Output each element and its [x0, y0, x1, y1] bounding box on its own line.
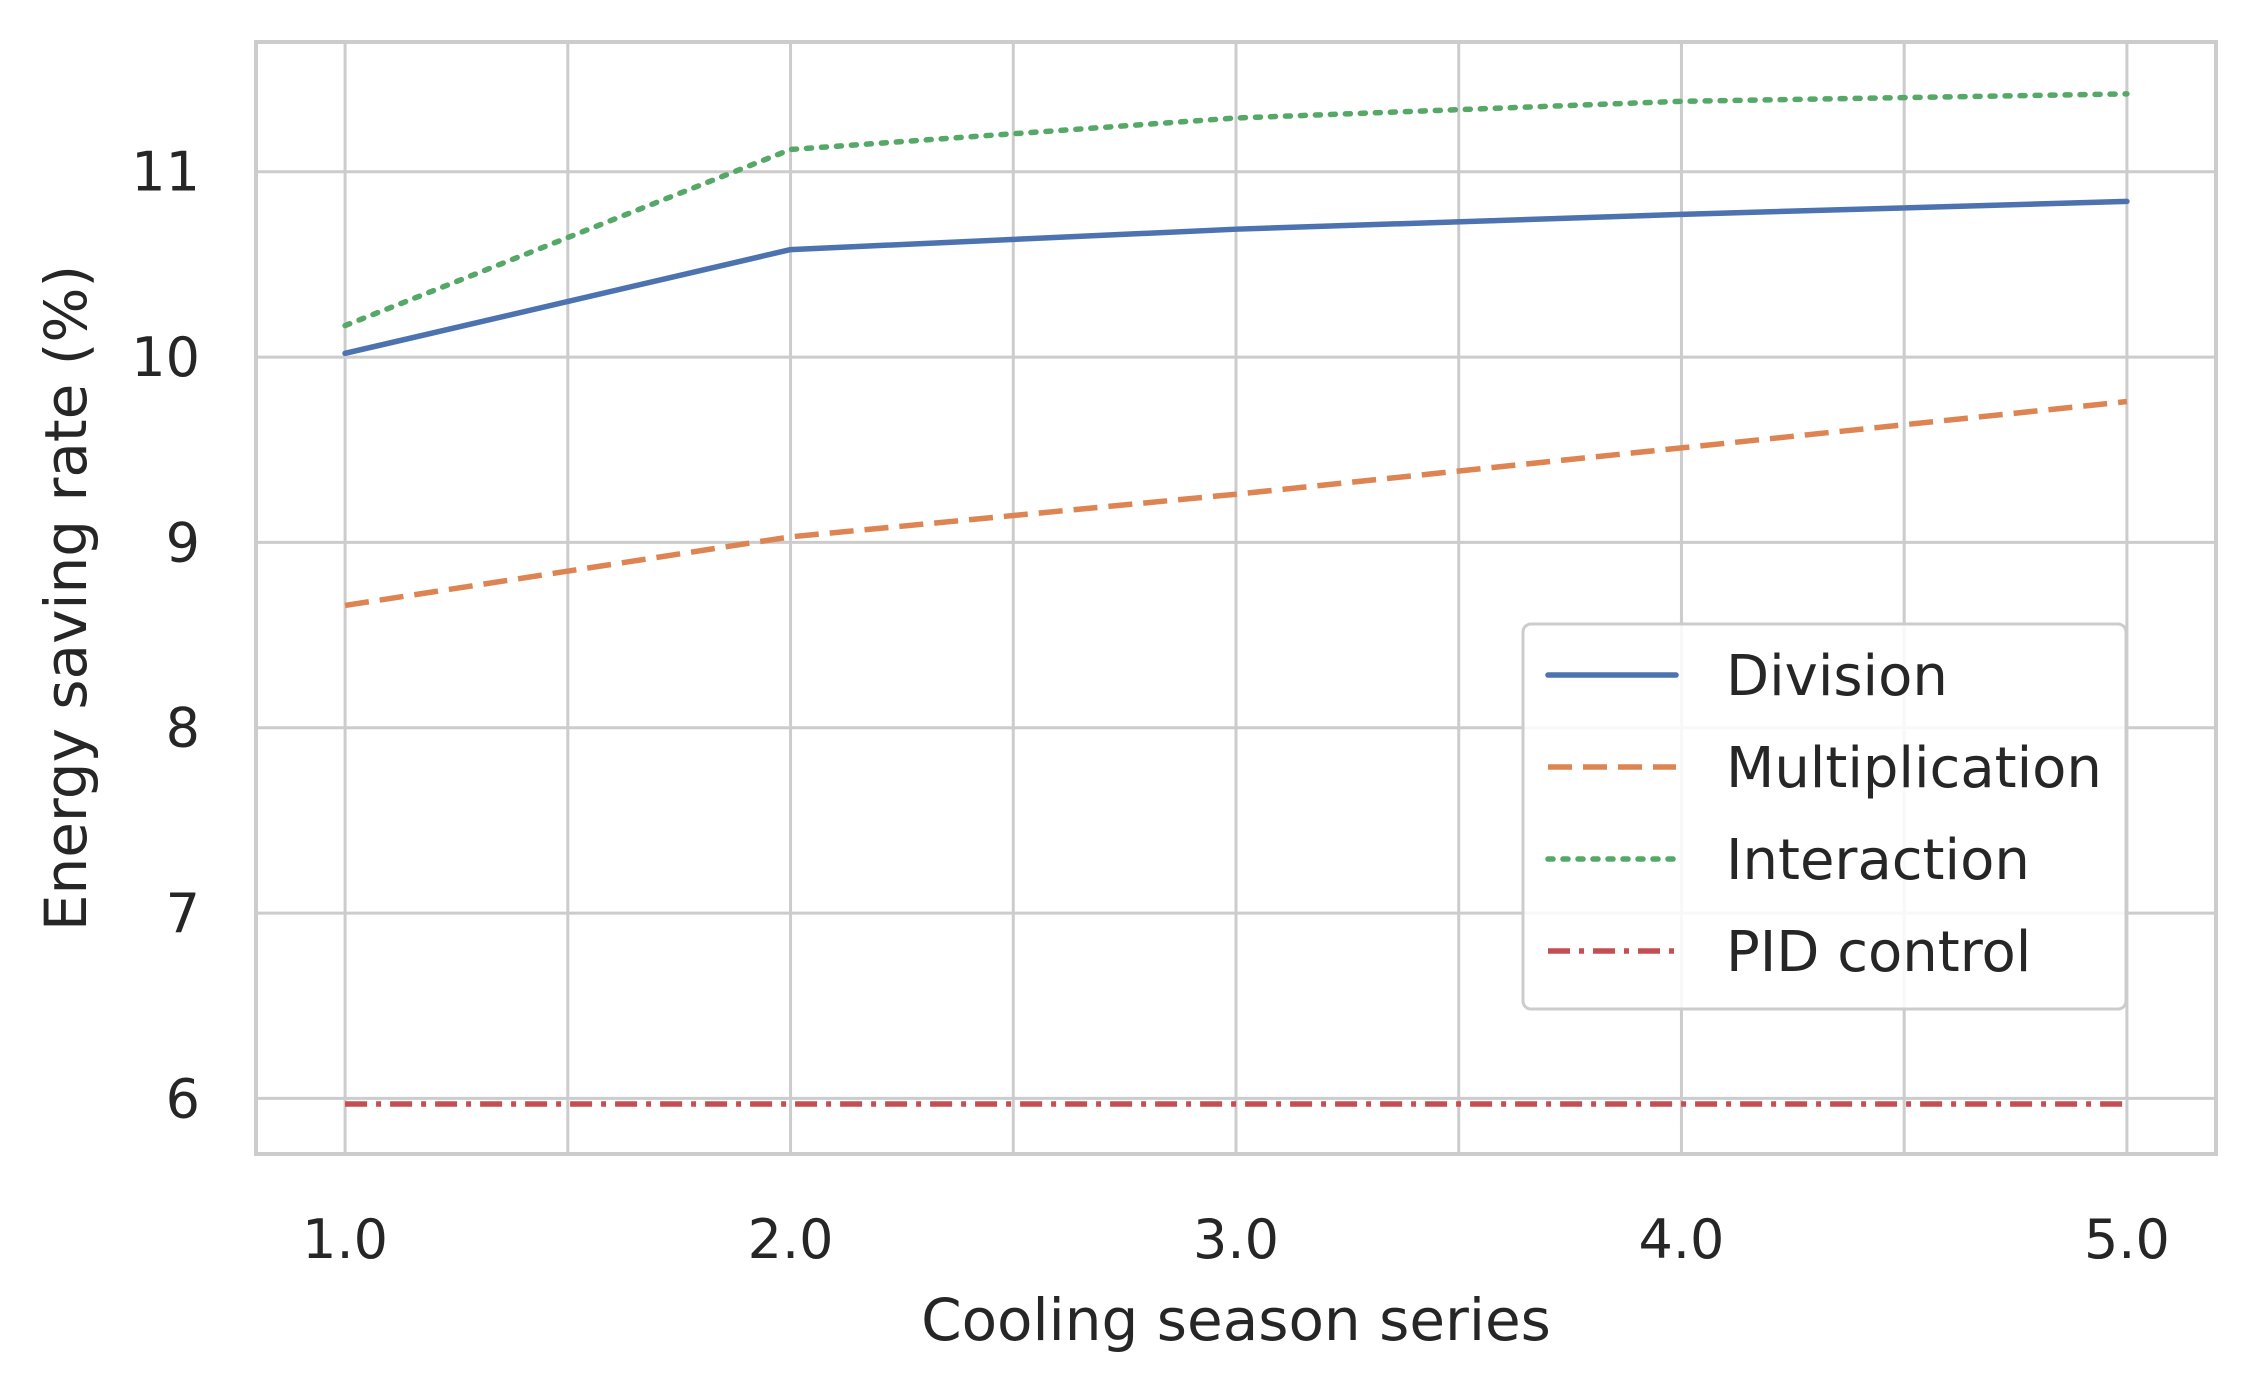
- x-tick-labels: 1.0 2.0 3.0 4.0 5.0: [302, 1208, 2170, 1271]
- y-tick-label: 11: [131, 141, 200, 204]
- series-line-division: [342, 198, 2130, 357]
- y-tick-label: 9: [166, 511, 200, 574]
- plot-frame: [254, 40, 2218, 1156]
- y-tick-labels: 6 7 8 9 10 11: [131, 141, 200, 1131]
- y-tick-label: 7: [166, 882, 200, 945]
- legend-entries: Division Multiplication Interaction PID con…: [1545, 644, 2102, 985]
- x-axis-label: Cooling season series: [921, 1286, 1551, 1354]
- legend-label-multiplication: Multiplication: [1726, 736, 2102, 801]
- legend-label-interaction: Interaction: [1726, 828, 2030, 893]
- series-line-multiplication: [344, 398, 2128, 609]
- legend-label-pid-control: PID control: [1726, 920, 2031, 985]
- legend: Division Multiplication Interaction PID con…: [1521, 622, 2128, 1011]
- series-lines: [342, 91, 2130, 1107]
- y-tick-label: 8: [166, 697, 200, 760]
- y-tick-label: 10: [131, 326, 200, 389]
- x-tick-label: 1.0: [302, 1208, 388, 1271]
- legend-box: [1521, 622, 2128, 1011]
- y-tick-label: 6: [166, 1067, 200, 1130]
- x-tick-label: 2.0: [748, 1208, 834, 1271]
- x-tick-label: 5.0: [2084, 1208, 2170, 1271]
- legend-label-division: Division: [1726, 644, 1948, 709]
- x-tick-label: 4.0: [1639, 1208, 1725, 1271]
- x-tick-label: 3.0: [1193, 1208, 1279, 1271]
- y-axis-label: Energy saving rate (%): [32, 265, 100, 931]
- series-line-interaction: [342, 91, 2130, 329]
